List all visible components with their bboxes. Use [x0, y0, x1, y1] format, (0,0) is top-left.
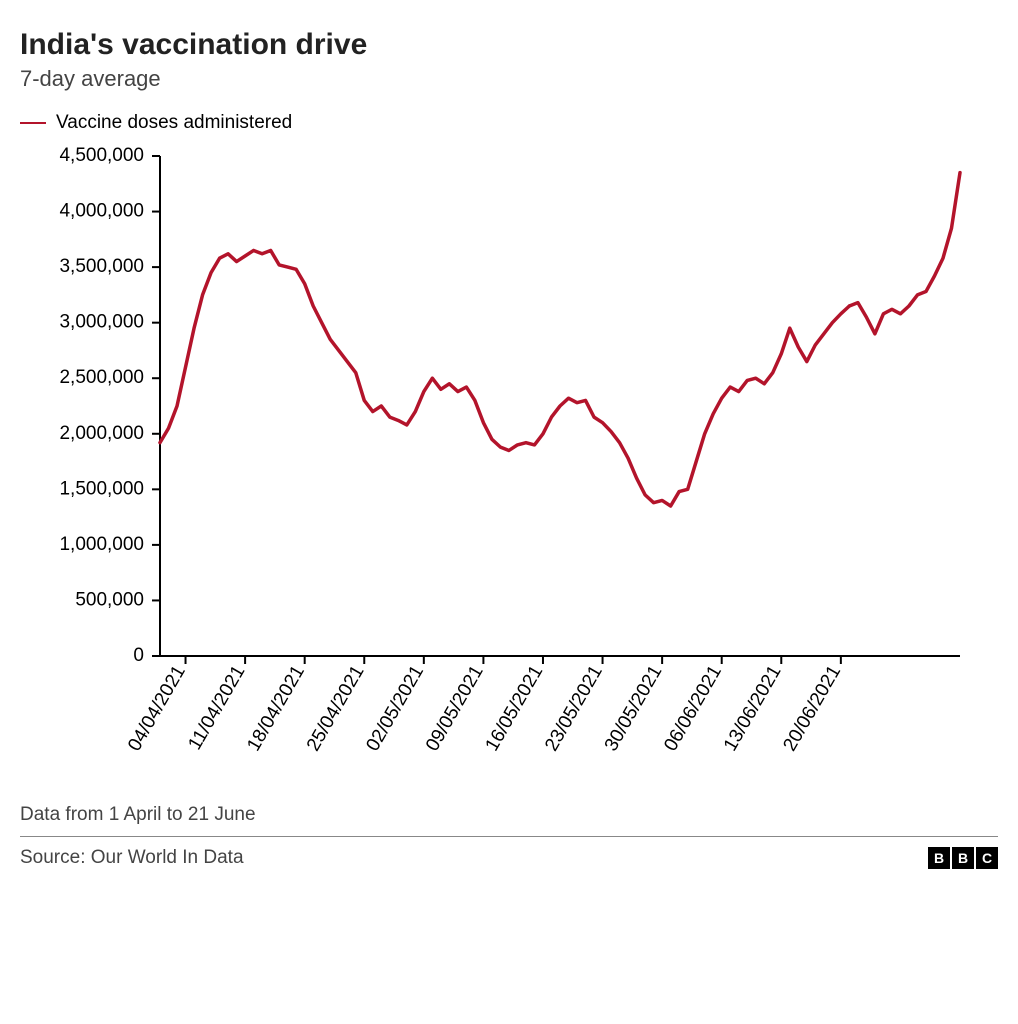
- svg-text:11/04/2021: 11/04/2021: [184, 662, 249, 754]
- svg-text:02/05/2021: 02/05/2021: [362, 662, 428, 755]
- svg-text:06/06/2021: 06/06/2021: [660, 662, 726, 755]
- footer-divider: [20, 836, 998, 837]
- logo-letter: C: [976, 847, 998, 869]
- svg-text:3,000,000: 3,000,000: [59, 312, 144, 333]
- bbc-logo: B B C: [928, 847, 998, 869]
- line-chart: 0 500,000 1,000,000 1,500,000 2,000,000 2,500…: [20, 146, 998, 786]
- svg-text:20/06/2021: 20/06/2021: [779, 662, 845, 755]
- svg-text:2,500,000: 2,500,000: [59, 367, 144, 388]
- svg-text:4,500,000: 4,500,000: [59, 146, 144, 166]
- chart-title: India's vaccination drive: [20, 28, 998, 62]
- svg-text:1,500,000: 1,500,000: [59, 478, 144, 499]
- logo-letter: B: [952, 847, 974, 869]
- legend-label: Vaccine doses administered: [56, 112, 292, 134]
- svg-text:18/04/2021: 18/04/2021: [243, 662, 309, 755]
- svg-text:16/05/2021: 16/05/2021: [482, 662, 548, 755]
- svg-text:04/04/2021: 04/04/2021: [124, 662, 190, 755]
- chart-svg: 0 500,000 1,000,000 1,500,000 2,000,000 2,500…: [20, 146, 980, 786]
- svg-text:2,000,000: 2,000,000: [59, 423, 144, 444]
- svg-text:0: 0: [133, 645, 144, 666]
- legend: Vaccine doses administered: [20, 112, 998, 134]
- svg-text:500,000: 500,000: [75, 589, 144, 610]
- logo-letter: B: [928, 847, 950, 869]
- footer-note: Data from 1 April to 21 June: [20, 804, 998, 836]
- svg-text:09/05/2021: 09/05/2021: [422, 662, 488, 755]
- footer-source: Source: Our World In Data: [20, 847, 244, 869]
- svg-text:4,000,000: 4,000,000: [59, 201, 144, 222]
- svg-text:1,000,000: 1,000,000: [59, 534, 144, 555]
- legend-line-icon: [20, 122, 46, 124]
- svg-text:25/04/2021: 25/04/2021: [303, 662, 369, 755]
- svg-text:13/06/2021: 13/06/2021: [720, 662, 786, 755]
- svg-text:3,500,000: 3,500,000: [59, 256, 144, 277]
- svg-text:23/05/2021: 23/05/2021: [541, 662, 607, 755]
- chart-subtitle: 7-day average: [20, 66, 998, 92]
- svg-text:30/05/2021: 30/05/2021: [601, 662, 667, 755]
- footer: Data from 1 April to 21 June Source: Our…: [20, 804, 998, 869]
